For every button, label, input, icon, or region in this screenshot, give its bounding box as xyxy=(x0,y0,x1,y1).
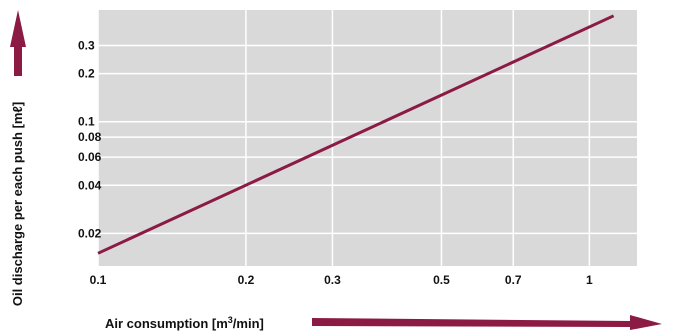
x-tick-label: 0.7 xyxy=(505,273,522,287)
y-tick-label: 0.02 xyxy=(78,226,102,240)
x-axis-label-part-2: /min] xyxy=(233,316,264,331)
x-axis-arrow-icon xyxy=(312,315,662,330)
y-tick-label: 0.2 xyxy=(78,67,95,81)
x-tick-labels: 0.1 0.2 0.3 0.5 0.7 1 xyxy=(90,273,593,287)
x-tick-label: 0.1 xyxy=(90,273,107,287)
x-tick-label: 0.3 xyxy=(324,273,341,287)
y-tick-label: 0.08 xyxy=(78,130,102,144)
series-line xyxy=(97,14,615,255)
y-tick-label: 0.3 xyxy=(78,38,95,52)
y-axis-label: Oil discharge per each push [mℓ] xyxy=(10,102,25,306)
plot-area xyxy=(98,10,637,266)
y-tick-label: 0.1 xyxy=(78,115,95,129)
x-tick-label: 1 xyxy=(586,273,593,287)
x-axis-label-part-1: Air consumption [m xyxy=(105,316,228,331)
series-layer xyxy=(97,14,615,255)
x-axis-label-superscript: 3 xyxy=(228,315,233,325)
x-tick-label: 0.5 xyxy=(433,273,450,287)
y-tick-labels: 0.02 0.04 0.06 0.080.1 0.2 0.3 xyxy=(78,38,102,240)
y-tick-label: 0.04 xyxy=(78,178,102,192)
x-axis-label: Air consumption [m3/min] xyxy=(105,315,264,331)
y-tick-label: 0.06 xyxy=(78,150,102,164)
x-tick-label: 0.2 xyxy=(238,273,255,287)
y-axis-arrow-icon xyxy=(10,10,26,76)
